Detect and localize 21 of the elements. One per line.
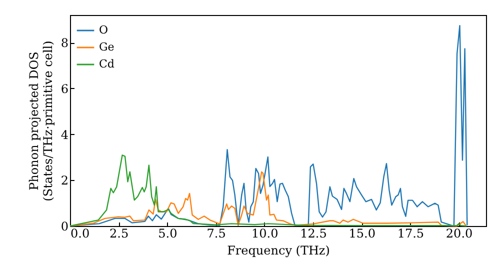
y-tick-label: 8 xyxy=(60,36,68,50)
y-tick-label: 0 xyxy=(60,220,68,234)
x-tick-label: 17.5 xyxy=(397,226,424,240)
x-tick-label: 0.0 xyxy=(70,226,90,240)
x-tick-label: 15.0 xyxy=(348,226,376,240)
y-tick-label: 2 xyxy=(60,174,68,188)
x-tick-label: 7.5 xyxy=(206,226,226,240)
y-tick-label: 4 xyxy=(60,128,69,142)
line-series xyxy=(69,171,466,227)
x-axis-title: Frequency (THz) xyxy=(227,244,330,258)
x-tick-label: 2.5 xyxy=(110,226,129,240)
y-axis-title: Phonon projected DOS (States/THz·primitive cell) xyxy=(26,40,55,202)
legend-label: O xyxy=(99,24,108,36)
x-tick-label: 12.5 xyxy=(300,226,327,240)
legend-label: Ge xyxy=(99,40,114,54)
x-tick-label: 5.0 xyxy=(158,226,178,240)
legend-label: Cd xyxy=(99,58,114,70)
y-tick-label: 6 xyxy=(60,82,68,96)
x-tick-label: 10.0 xyxy=(252,226,278,240)
x-tick-label: 20.0 xyxy=(446,226,473,240)
line-series xyxy=(69,154,468,227)
